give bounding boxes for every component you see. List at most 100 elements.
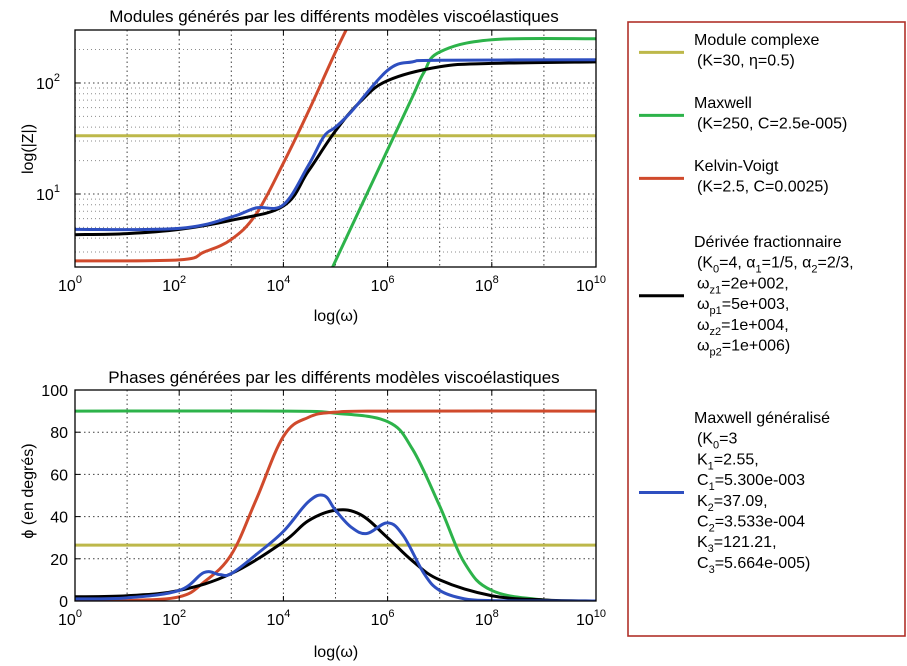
x-tick-exponent: 10 <box>594 274 606 286</box>
legend-text-line: (K0=3 <box>697 431 737 452</box>
legend-text: =5.300e-003 <box>715 472 805 489</box>
legend-text-line: Kelvin-Voigt <box>694 158 779 175</box>
legend-text-line: C1=5.300e-003 <box>697 472 805 493</box>
x-tick-base: 10 <box>371 612 389 629</box>
y-tick-label: 60 <box>50 467 68 484</box>
legend-text: Maxwell <box>694 95 752 112</box>
x-tick-exponent: 2 <box>180 608 186 620</box>
x-tick-base: 10 <box>266 278 284 295</box>
x-tick-base: 10 <box>475 612 493 629</box>
legend-item-maxwell-generalise: Maxwell généralisé(K0=3K1=2.55,C1=5.300e… <box>639 410 830 576</box>
y-tick-label: 80 <box>50 425 68 442</box>
legend-text-line: C3=5.664e-005) <box>697 555 810 576</box>
legend-subscript: 3 <box>708 543 714 555</box>
phase-series-kelvin-voigt <box>75 409 596 601</box>
legend-text-line: Maxwell généralisé <box>694 410 830 427</box>
x-tick-label: 106 <box>371 608 395 629</box>
y-tick-label: 102 <box>36 72 60 93</box>
legend-text-line: (K0=4, α1=1/5, α2=2/3, <box>697 255 854 276</box>
y-tick-base: 10 <box>36 76 54 93</box>
y-tick-label: 20 <box>50 552 68 569</box>
x-tick-exponent: 6 <box>388 274 394 286</box>
y-tick-label: 40 <box>50 510 68 527</box>
legend-subscript: 1 <box>708 460 714 472</box>
modulus-series-maxwell <box>331 36 596 267</box>
modulus-chart: Modules générés par les différents modèl… <box>20 7 606 325</box>
legend-text: ω <box>697 275 710 292</box>
y-tick-exponent: 2 <box>54 72 60 84</box>
x-tick-base: 10 <box>576 278 594 295</box>
legend-text-line: Maxwell <box>694 95 752 112</box>
legend-text-line: ωz1=2e+002, <box>697 275 789 296</box>
legend-text: (K <box>697 431 713 448</box>
legend-subscript: p1 <box>710 305 722 317</box>
x-tick-label: 108 <box>475 274 499 295</box>
x-tick-label: 106 <box>371 274 395 295</box>
legend-subscript: 2 <box>811 264 817 276</box>
x-tick-exponent: 2 <box>180 274 186 286</box>
modulus-chart-xlabel: log(ω) <box>314 308 359 325</box>
legend-subscript: 2 <box>708 502 714 514</box>
legend-subscript: 1 <box>709 481 715 493</box>
phase-series-derivee-fractionnaire <box>75 508 596 601</box>
modulus-chart-series <box>75 30 596 267</box>
x-tick-exponent: 8 <box>493 608 499 620</box>
x-tick-base: 10 <box>162 278 180 295</box>
phase-chart-frame <box>74 389 597 602</box>
legend-text: Module complexe <box>694 32 820 49</box>
legend-text: =1e+004, <box>721 317 789 334</box>
phase-chart-title: Phases générées par les différents modèl… <box>108 368 559 387</box>
modulus-chart-title: Modules générés par les différents modèl… <box>109 7 559 26</box>
legend-subscript: 0 <box>713 440 719 452</box>
phase-chart-series <box>75 409 596 601</box>
x-tick-label: 104 <box>266 608 290 629</box>
x-tick-label: 1010 <box>576 274 606 295</box>
y-tick-label: 0 <box>59 594 68 611</box>
phase-series-maxwell-generalise <box>75 493 596 601</box>
legend-text: =1/5, α <box>762 255 812 272</box>
legend-subscript: 2 <box>709 523 715 535</box>
legend-text: K <box>697 451 708 468</box>
legend-text: K <box>697 534 708 551</box>
x-tick-base: 10 <box>475 278 493 295</box>
x-tick-exponent: 6 <box>388 608 394 620</box>
legend-text-line: ωp2=1e+006) <box>697 338 790 359</box>
modulus-series-maxwell-generalise <box>75 58 596 232</box>
legend-text: Maxwell généralisé <box>694 410 830 427</box>
legend-text: ω <box>697 338 710 355</box>
x-tick-label: 108 <box>475 608 499 629</box>
legend-subscript: 1 <box>756 264 762 276</box>
x-tick-exponent: 0 <box>76 274 82 286</box>
legend-text-line: (K=250, C=2.5e-005) <box>697 116 847 133</box>
legend-subscript: p2 <box>710 347 722 359</box>
x-tick-base: 10 <box>58 278 76 295</box>
phase-chart-ylabel: ϕ (en degrés) <box>20 443 37 538</box>
legend-text: =1e+006) <box>722 338 791 355</box>
y-tick-base: 10 <box>36 187 54 204</box>
legend-text-line: Module complexe <box>694 32 820 49</box>
legend-text: ω <box>697 296 710 313</box>
x-tick-label: 102 <box>162 274 186 295</box>
x-tick-base: 10 <box>266 612 284 629</box>
legend-text: C <box>697 555 709 572</box>
legend-subscript: z1 <box>710 284 722 296</box>
x-tick-exponent: 8 <box>493 274 499 286</box>
legend-text: (K <box>697 255 713 272</box>
legend-text: =3 <box>719 431 737 448</box>
legend-subscript: 3 <box>709 564 715 576</box>
modulus-chart-ylabel: log(|Z|) <box>20 124 37 174</box>
legend-text: Dérivée fractionnaire <box>694 234 842 251</box>
legend-text-line: K3=121.21, <box>697 534 777 555</box>
legend-text: =5e+003, <box>722 296 790 313</box>
x-tick-exponent: 4 <box>284 608 290 620</box>
legend-text: =3.533e-004 <box>715 514 805 531</box>
legend-text: =5.664e-005) <box>715 555 811 572</box>
legend-text: =4, α <box>719 255 755 272</box>
legend-text-line: (K=2.5, C=0.0025) <box>697 179 829 196</box>
legend-text: =2/3, <box>818 255 854 272</box>
x-tick-base: 10 <box>371 278 389 295</box>
x-tick-label: 1010 <box>576 608 606 629</box>
